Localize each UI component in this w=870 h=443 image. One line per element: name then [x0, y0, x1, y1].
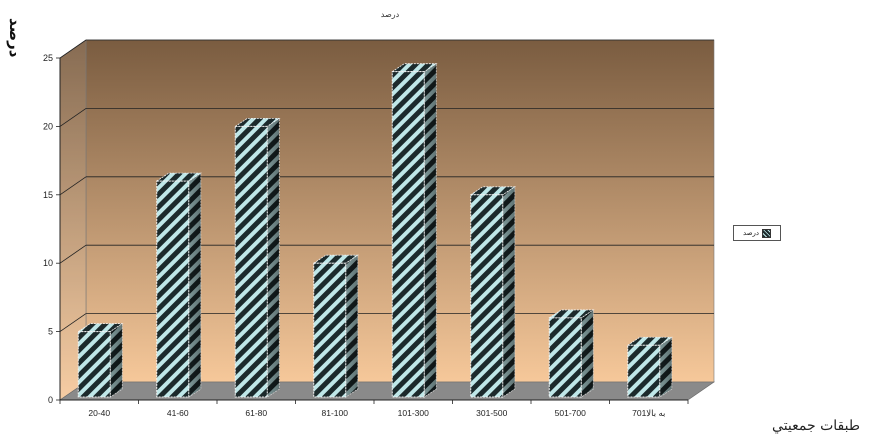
- bar-side-shade: [424, 63, 437, 398]
- bar-top: [233, 118, 281, 127]
- legend-swatch: [762, 228, 772, 238]
- y-tick-label: 10: [43, 258, 53, 268]
- chart-legend: درصد: [733, 225, 781, 241]
- bar-side-shade: [188, 173, 201, 397]
- bar-side-shade: [110, 323, 123, 397]
- x-tick-label: 701به بالا: [632, 408, 665, 418]
- gridline-side: [59, 176, 87, 196]
- x-tick-label: 61-80: [245, 408, 267, 418]
- bar: [627, 344, 661, 398]
- y-tick-label: 0: [48, 395, 53, 405]
- bar: [156, 180, 190, 398]
- bar: [548, 317, 582, 398]
- bar: [391, 71, 425, 398]
- x-tick-label: 81-100: [322, 408, 349, 418]
- bar-top: [312, 254, 360, 264]
- bar-top: [155, 172, 203, 182]
- bar: [470, 194, 504, 398]
- x-tick-label: 20-40: [88, 408, 110, 418]
- gridline-side: [59, 39, 87, 59]
- chart-title: درصد: [380, 10, 400, 19]
- bar-top: [390, 63, 438, 73]
- bar-top: [76, 323, 124, 333]
- bar-side-shade: [502, 186, 515, 397]
- bar: [77, 331, 111, 398]
- y-tick-label: 20: [43, 121, 53, 131]
- x-tick-label: 41-60: [167, 408, 189, 418]
- bar: [313, 262, 347, 398]
- x-axis-label: طبقات جمعيتي: [772, 418, 860, 434]
- bar-top: [547, 309, 595, 319]
- y-tick-label: 15: [43, 190, 53, 200]
- bar-top: [469, 186, 517, 196]
- legend-label: درصد: [742, 230, 760, 237]
- gridline-side: [59, 313, 87, 332]
- x-tick-label: 301-500: [476, 408, 507, 418]
- y-tick-label: 5: [48, 327, 53, 337]
- gridline-side: [59, 108, 87, 127]
- bar-side-shade: [581, 309, 594, 397]
- bar-side-shade: [659, 337, 672, 397]
- x-tick-label: 501-700: [555, 408, 586, 418]
- y-axis-label: درصد: [6, 18, 24, 58]
- bar-top: [626, 336, 674, 346]
- x-tick-label: 101-300: [398, 408, 429, 418]
- bar-side-shade: [267, 118, 280, 398]
- y-tick-label: 25: [43, 53, 53, 63]
- bar: [234, 125, 268, 398]
- gridline-side: [59, 244, 87, 264]
- bar-side-shade: [345, 255, 358, 397]
